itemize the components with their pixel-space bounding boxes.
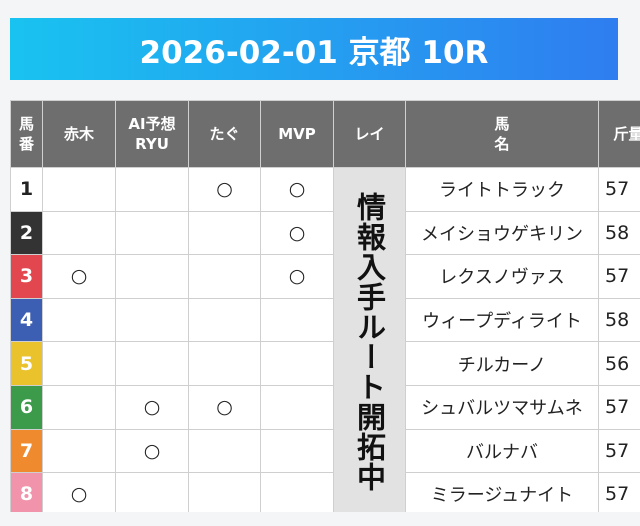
pick-cell [115, 167, 189, 212]
pick-cell [188, 428, 261, 474]
horse-number: 2 [10, 210, 43, 256]
weight: 57 [598, 428, 640, 474]
pick-cell [42, 428, 116, 474]
header-cell: 斤量 [598, 100, 640, 168]
prediction-table: 馬 番赤木 AI予想 RYU たぐ MVP レイ馬 名斤量 1 ○ ○ 情報入手ルート開拓中ラ… [10, 100, 640, 512]
pick-cell [260, 472, 334, 512]
pick-cell [260, 428, 334, 474]
pick-cell: ○ [260, 210, 334, 256]
weight: 58 [598, 210, 640, 256]
pick-cell [115, 210, 189, 256]
pick-cell: ○ [115, 384, 189, 430]
weight: 57 [598, 167, 640, 212]
pick-cell [42, 384, 116, 430]
pick-cell [115, 472, 189, 512]
header-cell: 馬 番 [10, 100, 43, 168]
rei-note: 情報入手ルート開拓中 [352, 191, 387, 492]
table-row: 5 チルカーノ 56 [10, 341, 640, 386]
horse-number: 1 [10, 167, 43, 212]
horse-name: ミラージュナイト [405, 472, 599, 512]
pick-cell [260, 384, 334, 430]
pick-cell: ○ [188, 384, 261, 430]
horse-number: 3 [10, 254, 43, 299]
pick-cell [260, 297, 334, 343]
pick-cell [188, 472, 261, 512]
header-cell: レイ [333, 100, 406, 168]
header-cell: 馬 名 [405, 100, 599, 168]
table-row: 4 ウィープディライト 58 [10, 297, 640, 343]
horse-name: シュバルツマサムネ [405, 384, 599, 430]
horse-number: 5 [10, 341, 43, 386]
table-row: 3 ○ ○ レクスノヴァス 57 [10, 254, 640, 299]
horse-name: チルカーノ [405, 341, 599, 386]
pick-cell [42, 341, 116, 386]
horse-name: バルナバ [405, 428, 599, 474]
table-row: 2 ○ メイショウゲキリン 58 [10, 210, 640, 256]
horse-name: ウィープディライト [405, 297, 599, 343]
header-cell: たぐ [188, 100, 261, 168]
pick-cell: ○ [260, 167, 334, 212]
pick-cell [42, 210, 116, 256]
table-row: 7 ○ バルナバ 57 [10, 428, 640, 474]
horse-name: メイショウゲキリン [405, 210, 599, 256]
pick-cell [260, 341, 334, 386]
weight: 56 [598, 341, 640, 386]
race-title: 2026-02-01 京都 10R [10, 18, 618, 80]
pick-cell: ○ [115, 428, 189, 474]
table-body: 1 ○ ○ 情報入手ルート開拓中 ライトトラック 57 2 ○ メイショウゲキリン 58 3 ○ ○ レク… [10, 167, 640, 512]
pick-cell [42, 167, 116, 212]
pick-cell: ○ [188, 167, 261, 212]
horse-number: 8 [10, 472, 43, 512]
header-cell: 赤木 [42, 100, 116, 168]
horse-number: 4 [10, 297, 43, 343]
rei-cell: 情報入手ルート開拓中 [333, 167, 406, 512]
header-row: 馬 番赤木 AI予想 RYU たぐ MVP レイ馬 名斤量 [10, 100, 640, 168]
pick-cell: ○ [42, 472, 116, 512]
pick-cell [42, 297, 116, 343]
pick-cell: ○ [42, 254, 116, 299]
pick-cell: ○ [260, 254, 334, 299]
horse-number: 7 [10, 428, 43, 474]
table-row: 6 ○ ○ シュバルツマサムネ 57 [10, 384, 640, 430]
pick-cell [188, 341, 261, 386]
pick-cell [115, 297, 189, 343]
weight: 57 [598, 384, 640, 430]
pick-cell [188, 210, 261, 256]
table-row: 8 ○ ミラージュナイト 57 [10, 472, 640, 512]
header-cell: AI予想 RYU [115, 100, 189, 168]
horse-name: ライトトラック [405, 167, 599, 212]
horse-number: 6 [10, 384, 43, 430]
table-row: 1 ○ ○ 情報入手ルート開拓中 ライトトラック 57 [10, 167, 640, 512]
header-cell: MVP [260, 100, 334, 168]
pick-cell [115, 341, 189, 386]
horse-name: レクスノヴァス [405, 254, 599, 299]
pick-cell [188, 254, 261, 299]
pick-cell [188, 297, 261, 343]
weight: 57 [598, 472, 640, 512]
weight: 58 [598, 297, 640, 343]
table-wrap: 馬 番赤木 AI予想 RYU たぐ MVP レイ馬 名斤量 1 ○ ○ 情報入手ルート開拓中ラ… [10, 100, 640, 512]
pick-cell [115, 254, 189, 299]
weight: 57 [598, 254, 640, 299]
